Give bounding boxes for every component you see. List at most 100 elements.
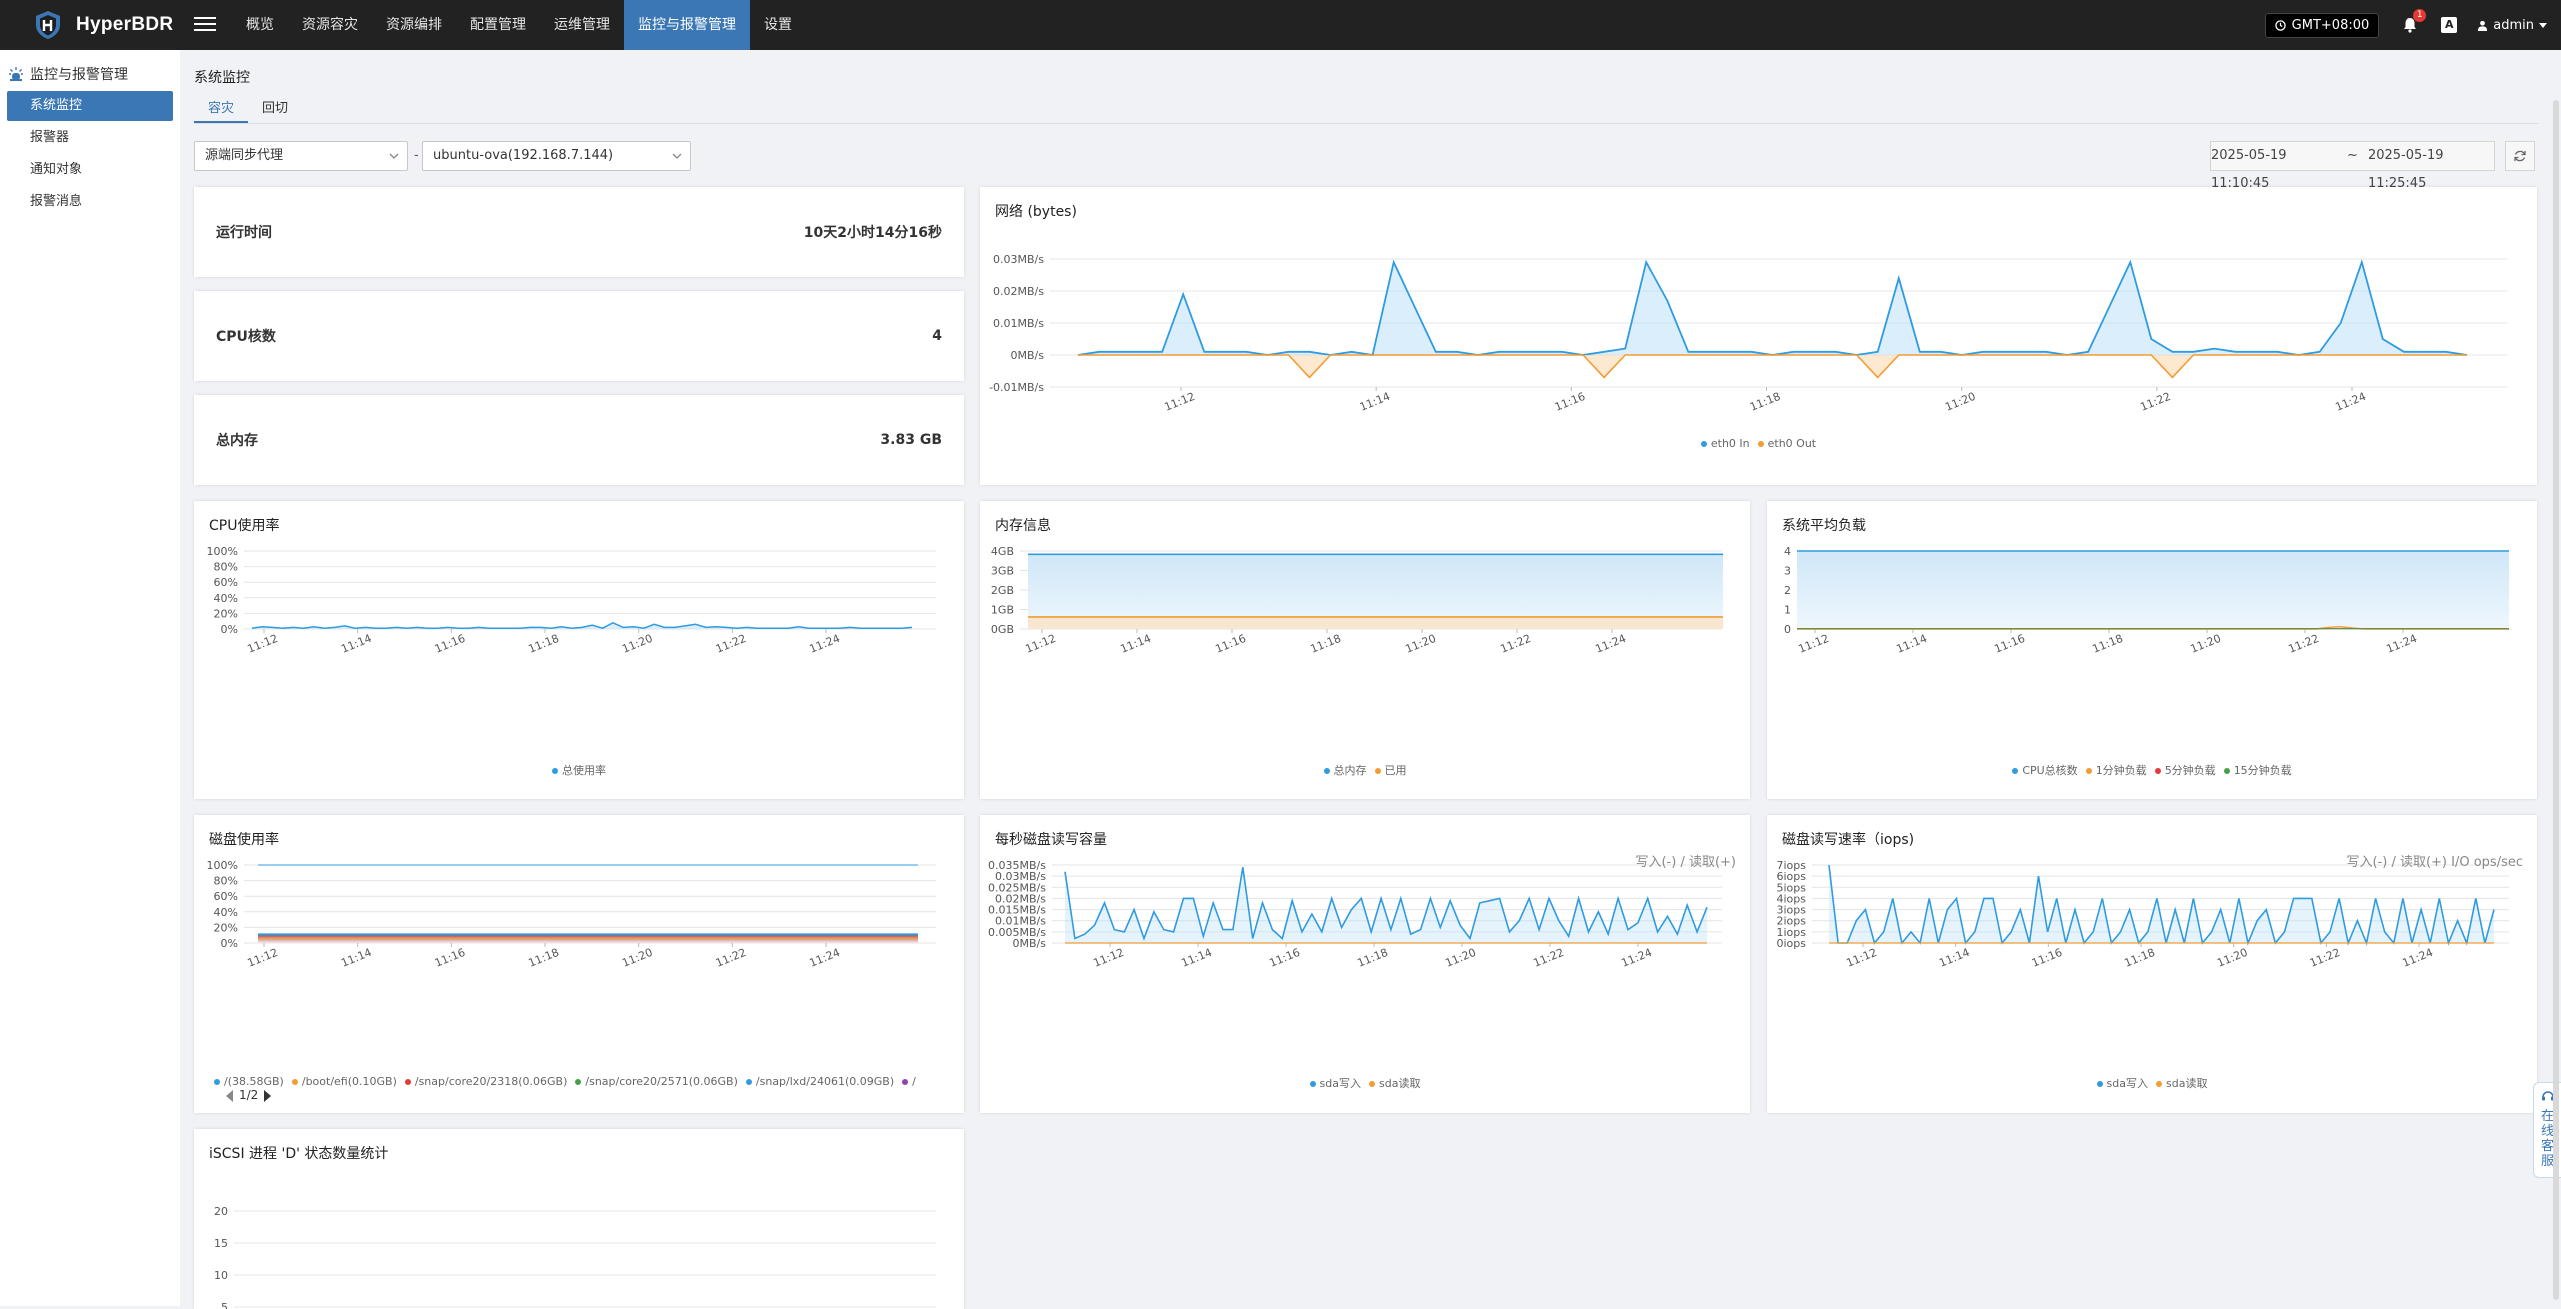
legend-item[interactable]: eth0 Out	[1757, 437, 1816, 450]
y-tick-label: 0iops	[1777, 937, 1807, 950]
legend-item[interactable]: sda写入	[1309, 1075, 1361, 1091]
y-tick-label: 7iops	[1777, 859, 1807, 872]
legend-dot	[1323, 768, 1330, 774]
legend-item[interactable]: 总内存	[1323, 762, 1367, 778]
y-tick-label: 0%	[221, 937, 238, 950]
iscsi-chart-card: 20 15 10 5 iSCSI 进程 'D' 状态数量统计	[194, 1129, 964, 1309]
x-tick-label: 11:22	[1532, 946, 1566, 970]
y-tick-label: 0	[1784, 623, 1791, 636]
x-tick-label: 11:12	[1092, 946, 1126, 970]
chart-title: 网络 (bytes)	[995, 204, 1077, 220]
nav-item[interactable]: 概览	[246, 17, 274, 33]
y-tick-label: 20%	[214, 921, 238, 934]
prev-page-icon[interactable]	[226, 1089, 233, 1102]
series-area	[1797, 551, 2509, 629]
sidebar-item[interactable]: 报警器	[30, 130, 70, 145]
x-tick-label: 11:22	[714, 946, 748, 970]
y-tick-label: 5	[221, 1301, 228, 1309]
legend-dot	[214, 1079, 220, 1085]
stat-label: 运行时间	[216, 225, 272, 241]
refresh-button[interactable]	[2505, 141, 2535, 171]
x-tick-label: 11:18	[2123, 946, 2157, 970]
sidebar-item[interactable]: 系统监控	[7, 91, 173, 121]
chart-title: 磁盘读写速率（iops)	[1782, 832, 1915, 848]
notification-badge: 1	[2413, 9, 2427, 22]
nav-item[interactable]: 设置	[764, 17, 792, 33]
nav-item[interactable]: 配置管理	[470, 17, 526, 33]
legend-item[interactable]: eth0 In	[1700, 437, 1750, 450]
y-tick-label: 0.015MB/s	[988, 904, 1046, 917]
nav-item[interactable]: 资源容灾	[302, 17, 358, 33]
select-separator: -	[414, 148, 419, 163]
network-chart-svg: 0.03MB/s 0.02MB/s 0.01MB/s 0MB/s -0.01MB/s 11…	[989, 253, 2507, 414]
source-select[interactable]: 源端同步代理	[194, 141, 408, 171]
language-icon[interactable]: A	[2441, 17, 2458, 33]
x-tick-label: 11:16	[1553, 390, 1587, 414]
y-tick-label: 100%	[207, 545, 238, 558]
legend-item[interactable]: /snap/core20/2571(0.06GB)	[575, 1075, 738, 1088]
disk_iops-chart-svg: 7iops6iops5iops4iops3iops2iops1iops0iops…	[1777, 859, 2509, 970]
notification-bell-icon[interactable]: 1	[2401, 9, 2427, 34]
y-tick-label: 20	[214, 1205, 228, 1218]
sidebar-item[interactable]: 通知对象	[30, 162, 83, 177]
next-page-icon[interactable]	[264, 1089, 272, 1102]
legend-item[interactable]: /	[902, 1075, 916, 1088]
y-tick-label: 4	[1784, 545, 1791, 558]
legend-item[interactable]: 已用	[1374, 762, 1407, 778]
nav-item[interactable]: 资源编排	[386, 17, 442, 33]
legend-item[interactable]: 15分钟负载	[2223, 762, 2292, 778]
legend-item[interactable]: /boot/efi(0.10GB)	[291, 1075, 397, 1088]
main-nav: 概览 资源容灾 资源编排 配置管理 运维管理 监控与报警管理 设置	[232, 0, 806, 50]
chart-title: iSCSI 进程 'D' 状态数量统计	[209, 1146, 389, 1162]
legend-item[interactable]: 总使用率	[552, 762, 606, 778]
disk-usage-chart-card: 100% 80% 60% 40% 20% 0% 11:12 11:14 11:16 11:18 11…	[194, 815, 964, 1113]
legend-item[interactable]: /snap/core20/2318(0.06GB)	[404, 1075, 567, 1088]
menu-toggle-icon[interactable]	[194, 13, 216, 35]
legend-label: /snap/core20/2571(0.06GB)	[585, 1075, 738, 1088]
legend-item[interactable]: 5分钟负载	[2154, 762, 2216, 778]
legend-label: /	[912, 1075, 916, 1088]
chart-legend: 总内存 已用	[980, 762, 1750, 778]
legend-label: 5分钟负载	[2164, 764, 2216, 777]
x-tick-label: 11:16	[433, 632, 467, 656]
time-range-picker[interactable]: 2025-05-19 11:10:45 ~ 2025-05-19 11:25:4…	[2210, 141, 2495, 191]
sidebar-header[interactable]: 监控与报警管理	[8, 64, 128, 84]
legend-label: eth0 In	[1710, 437, 1750, 450]
brand[interactable]: HyperBDR	[32, 0, 173, 50]
legend-item[interactable]: sda读取	[2156, 1075, 2207, 1091]
legend-pager: 1/2	[220, 1088, 277, 1102]
x-tick-label: 11:16	[1268, 946, 1302, 970]
legend-label: sda读取	[1379, 1077, 1421, 1090]
tab[interactable]: 容灾	[194, 95, 249, 123]
legend-label: 1分钟负载	[2095, 764, 2147, 777]
series-area	[1829, 865, 2494, 943]
nav-item[interactable]: 运维管理	[554, 17, 610, 33]
disk-iops-chart-card: 7iops 6iops 5iops 4iops 3iops 2iops 1iops 0iops…	[1767, 815, 2537, 1113]
legend-item[interactable]: CPU总核数	[2012, 762, 2078, 778]
legend-item[interactable]: /(38.58GB)	[214, 1075, 284, 1088]
y-tick-label: 0%	[221, 623, 238, 636]
x-tick-label: 11:18	[1748, 390, 1782, 414]
series-line	[1078, 354, 2467, 379]
page-scrollbar[interactable]	[2553, 100, 2559, 1300]
sidebar-item[interactable]: 报警消息	[30, 194, 83, 209]
legend-item[interactable]: sda写入	[2096, 1075, 2148, 1091]
y-tick-label: 0.01MB/s	[995, 915, 1046, 928]
host-select[interactable]: ubuntu-ova(192.168.7.144)	[422, 141, 691, 171]
legend-item[interactable]: sda读取	[1369, 1075, 1420, 1091]
legend-item[interactable]: /snap/lxd/24061(0.09GB)	[745, 1075, 894, 1088]
x-tick-label: 11:12	[1797, 632, 1831, 656]
tab[interactable]: 回切	[262, 101, 289, 116]
user-menu[interactable]: admin	[2477, 18, 2547, 33]
timezone-button[interactable]: GMT+08:00	[2264, 12, 2380, 38]
y-tick-label: -0.01MB/s	[989, 381, 1044, 394]
x-tick-label: 11:18	[1356, 946, 1390, 970]
legend-label: 已用	[1384, 764, 1407, 777]
chart-title: 系统平均负载	[1782, 518, 1866, 534]
x-tick-label: 11:16	[1993, 632, 2027, 656]
legend-item[interactable]: 1分钟负载	[2085, 762, 2147, 778]
legend-dot	[2223, 768, 2230, 774]
x-tick-label: 11:14	[339, 632, 373, 656]
x-tick-label: 11:16	[1214, 632, 1248, 656]
nav-item[interactable]: 监控与报警管理	[624, 0, 750, 50]
